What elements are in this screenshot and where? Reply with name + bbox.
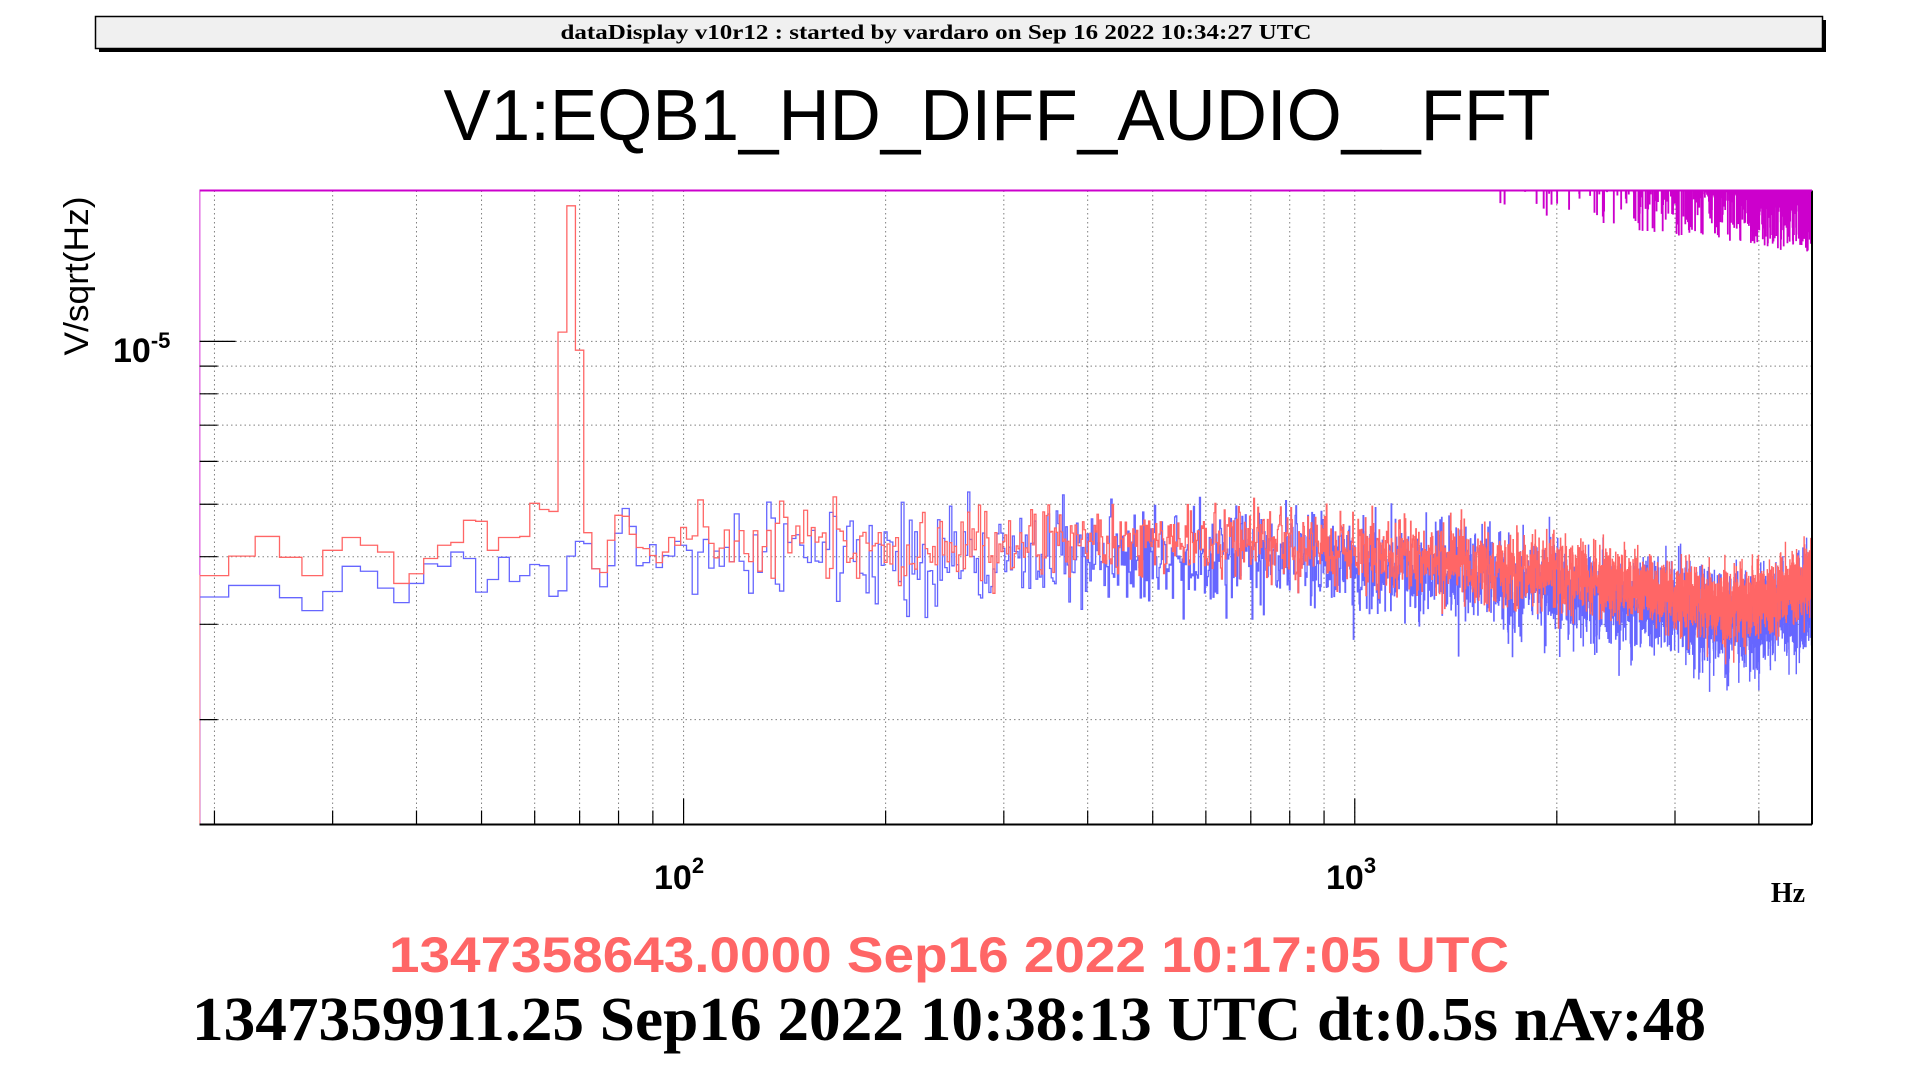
grid bbox=[199, 190, 1812, 825]
reference-spectrum-trace bbox=[199, 205, 1812, 825]
banner-text: dataDisplay v10r12 : started by vardaro … bbox=[561, 20, 1312, 44]
current-spectrum-trace bbox=[199, 491, 1812, 825]
axes bbox=[199, 189, 1813, 826]
y-tick-label-base: 10 bbox=[113, 332, 151, 370]
y-axis-label: V/sqrt(Hz) bbox=[58, 197, 96, 356]
x-tick-label-1000: 103 bbox=[1326, 853, 1376, 897]
y-tick-label-exp: -5 bbox=[151, 328, 171, 353]
chart-title: V1:EQB1_HD_DIFF_AUDIO__FFT bbox=[444, 76, 1551, 156]
x-tick-label-base: 10 bbox=[1326, 859, 1364, 897]
x-tick-label-exp: 2 bbox=[692, 853, 704, 878]
traces bbox=[199, 190, 1812, 825]
reference-timestamp: 1347358643.0000 Sep16 2022 10:17:05 UTC bbox=[389, 927, 1509, 983]
x-tick-label-100: 102 bbox=[654, 853, 704, 897]
banner-box bbox=[94, 15, 1824, 50]
threshold-trace bbox=[199, 190, 1812, 825]
x-axis-label: Hz bbox=[1771, 878, 1805, 909]
current-timestamp: 1347359911.25 Sep16 2022 10:38:13 UTC dt… bbox=[192, 986, 1706, 1054]
y-tick-label-1e-5: 10-5 bbox=[113, 328, 170, 370]
ticks bbox=[199, 340, 1760, 825]
banner: dataDisplay v10r12 : started by vardaro … bbox=[94, 15, 1826, 52]
x-tick-label-base: 10 bbox=[654, 859, 692, 897]
x-tick-label-exp: 3 bbox=[1364, 853, 1376, 878]
